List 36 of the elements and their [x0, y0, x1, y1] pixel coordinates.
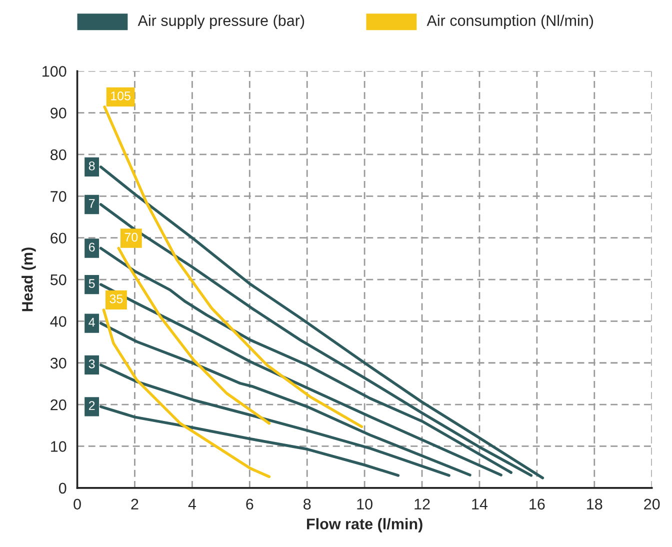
- series-label: 7: [88, 199, 95, 208]
- x-tick-label: 12: [414, 498, 430, 510]
- x-tick-label: 10: [357, 498, 372, 510]
- x-tick-label: 14: [472, 498, 488, 510]
- x-tick-label: 18: [587, 498, 602, 510]
- y-tick-label: 80: [50, 149, 66, 160]
- series-label: 70: [124, 232, 138, 242]
- series-label: 5: [88, 279, 95, 288]
- series-label: 2: [88, 401, 95, 410]
- y-tick-label: 0: [58, 482, 66, 494]
- series-label: 35: [110, 294, 123, 304]
- x-tick-label: 8: [304, 498, 311, 510]
- y-tick-label: 20: [50, 399, 66, 410]
- series-label: 6: [88, 242, 95, 252]
- x-axis-title: Flow rate (l/min): [307, 518, 422, 532]
- x-tick-label: 4: [188, 498, 196, 510]
- series-label: 8: [88, 161, 95, 170]
- x-tick-label: 16: [530, 498, 545, 510]
- y-tick-label: 100: [42, 66, 66, 77]
- y-tick-label: 70: [50, 191, 66, 202]
- x-tick-label: 6: [246, 498, 254, 510]
- series-label: 4: [88, 318, 95, 327]
- y-axis-title: Head (m): [22, 248, 36, 312]
- series-label: 3: [88, 359, 95, 368]
- x-tick-label: 20: [644, 498, 660, 510]
- y-tick-label: 90: [50, 108, 66, 118]
- y-tick-label: 50: [50, 274, 66, 286]
- y-tick-label: 10: [51, 441, 66, 452]
- y-tick-label: 60: [50, 232, 66, 244]
- series-label: 105: [111, 91, 130, 100]
- text: Air consumption (Nl/min): [426, 14, 594, 29]
- y-tick-label: 30: [50, 358, 66, 369]
- y-tick-label: 40: [50, 316, 66, 327]
- x-tick-label: 0: [74, 498, 81, 510]
- text: Air supply pressure (bar): [138, 14, 304, 29]
- x-tick-label: 2: [131, 498, 138, 510]
